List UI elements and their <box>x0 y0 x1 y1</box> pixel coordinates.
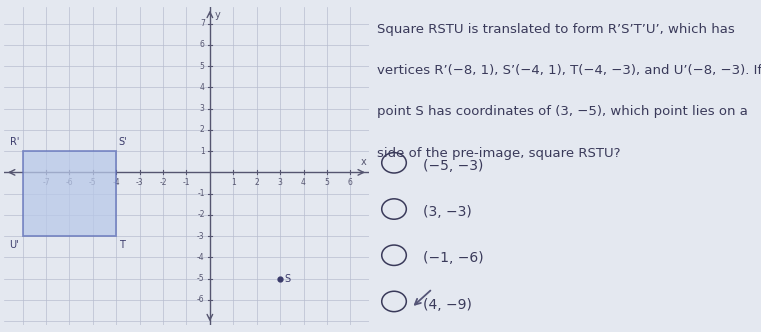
Text: (−5, −3): (−5, −3) <box>423 159 483 173</box>
Text: y: y <box>215 10 220 20</box>
Text: -6: -6 <box>197 295 205 304</box>
Text: U': U' <box>9 240 19 250</box>
Text: 3: 3 <box>278 178 282 187</box>
Text: -4: -4 <box>197 253 205 262</box>
Text: 5: 5 <box>200 62 205 71</box>
Text: -2: -2 <box>159 178 167 187</box>
Text: 4: 4 <box>301 178 306 187</box>
Text: 2: 2 <box>254 178 259 187</box>
Text: 7: 7 <box>200 19 205 28</box>
Text: -1: -1 <box>183 178 190 187</box>
Text: 4: 4 <box>200 83 205 92</box>
Bar <box>23 151 116 236</box>
Text: 5: 5 <box>324 178 330 187</box>
Text: Square RSTU is translated to form R’S’T’U’, which has: Square RSTU is translated to form R’S’T’… <box>377 23 734 36</box>
Text: -2: -2 <box>197 210 205 219</box>
Text: -1: -1 <box>197 189 205 198</box>
Text: 1: 1 <box>200 147 205 156</box>
Text: S: S <box>285 274 291 284</box>
Text: 1: 1 <box>231 178 236 187</box>
Text: -5: -5 <box>89 178 97 187</box>
Text: -7: -7 <box>42 178 49 187</box>
Text: x: x <box>361 157 367 167</box>
Text: (4, −9): (4, −9) <box>423 298 472 312</box>
Text: vertices R’(−8, 1), S’(−4, 1), T(−4, −3), and U’(−8, −3). If: vertices R’(−8, 1), S’(−4, 1), T(−4, −3)… <box>377 64 761 77</box>
Text: 6: 6 <box>348 178 353 187</box>
Text: 2: 2 <box>200 125 205 134</box>
Text: -5: -5 <box>197 274 205 283</box>
Text: T: T <box>119 240 124 250</box>
Text: -3: -3 <box>197 232 205 241</box>
Text: -4: -4 <box>113 178 120 187</box>
Text: (3, −3): (3, −3) <box>423 205 472 219</box>
Text: S': S' <box>119 137 127 147</box>
Text: 6: 6 <box>200 41 205 49</box>
Text: point S has coordinates of (3, −5), which point lies on a: point S has coordinates of (3, −5), whic… <box>377 106 747 119</box>
Text: (−1, −6): (−1, −6) <box>423 251 483 265</box>
Text: -6: -6 <box>65 178 73 187</box>
Text: side of the pre-image, square RSTU?: side of the pre-image, square RSTU? <box>377 147 620 160</box>
Text: R': R' <box>10 137 19 147</box>
Text: -3: -3 <box>135 178 143 187</box>
Text: 3: 3 <box>200 104 205 113</box>
